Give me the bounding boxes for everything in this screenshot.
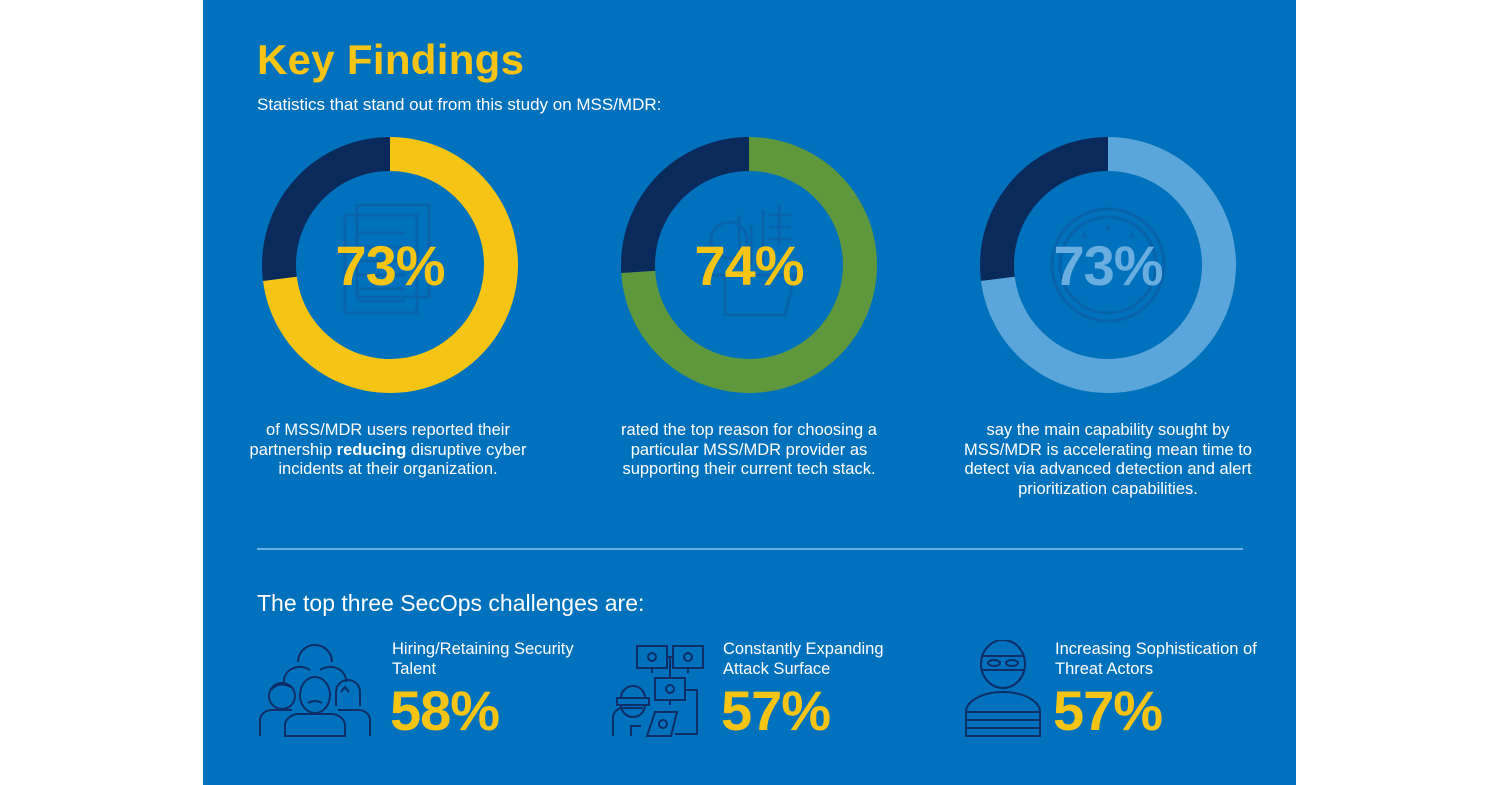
challenge-3-value: 57% <box>1053 679 1163 742</box>
challenges-heading: The top three SecOps challenges are: <box>257 590 645 616</box>
donut-chart-2: 74% <box>619 135 879 395</box>
speedometer-icon <box>1050 207 1166 323</box>
finding-3-description: say the main capability sought by MSS/MD… <box>958 421 1258 499</box>
challenge-2-value: 57% <box>721 679 831 742</box>
challenge-2-label: Constantly Expanding Attack Surface <box>723 640 884 678</box>
page-subtitle: Statistics that stand out from this stud… <box>257 95 662 114</box>
network-bugs-icon <box>612 645 704 737</box>
people-group-icon <box>259 644 371 737</box>
donut-1-remainder-segment <box>262 137 390 282</box>
donut-2-remainder-segment <box>621 137 749 274</box>
finding-2-text: rated the top reason for choosing a part… <box>621 421 877 478</box>
donut-chart-3: 73% <box>978 135 1238 395</box>
challenge-1-label: Hiring/Retaining Security Talent <box>392 640 574 678</box>
challenge-item-3: Increasing Sophistication of Threat Acto… <box>963 636 1303 746</box>
page-title: Key Findings <box>257 36 525 83</box>
donut-3-value-label: 73% <box>1053 233 1163 297</box>
masked-thief-icon <box>965 640 1041 737</box>
section-divider <box>257 548 1243 550</box>
donut-svg <box>621 137 877 393</box>
challenge-item-1: Hiring/Retaining Security Talent 58% <box>255 636 595 746</box>
donut-svg <box>980 137 1236 393</box>
donut-3-remainder-segment <box>980 137 1108 282</box>
finding-1-text-end: disruptive cyber incidents at their orga… <box>278 440 527 479</box>
challenge-item-2: Constantly Expanding Attack Surface 57% <box>611 636 951 746</box>
challenge-3-label: Increasing Sophistication of Threat Acto… <box>1055 640 1257 678</box>
donut-svg <box>262 137 518 393</box>
finding-2-description: rated the top reason for choosing a part… <box>599 421 899 480</box>
document-stack-icon <box>343 203 431 315</box>
infographic-panel: Key Findings Statistics that stand out f… <box>203 0 1296 785</box>
donut-2-value-label: 74% <box>694 233 804 297</box>
finding-3-text: say the main capability sought by MSS/MD… <box>964 421 1252 498</box>
finding-1-description: of MSS/MDR users reported their partners… <box>238 421 538 480</box>
donut-chart-1: 73% <box>260 135 520 395</box>
challenge-1-value: 58% <box>390 679 500 742</box>
donut-1-value-label: 73% <box>335 233 445 297</box>
finding-1-emphasis: reducing <box>336 440 407 459</box>
finding-1-text: of MSS/MDR users reported their partners… <box>249 421 510 459</box>
tech-stack-icon <box>701 205 797 317</box>
